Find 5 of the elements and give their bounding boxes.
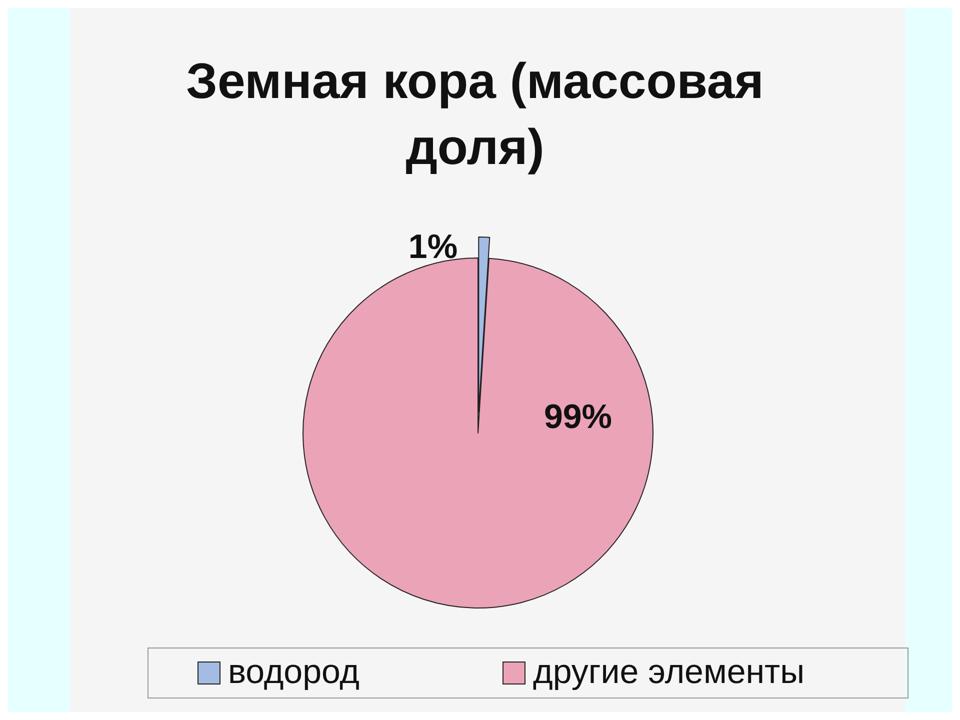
legend-label: водород	[228, 653, 360, 691]
data-label: 1%	[408, 228, 458, 266]
legend-label: другие элементы	[533, 653, 805, 691]
chart-title: Земная кора (массовая доля)	[186, 53, 764, 175]
data-label: 99%	[544, 398, 612, 436]
